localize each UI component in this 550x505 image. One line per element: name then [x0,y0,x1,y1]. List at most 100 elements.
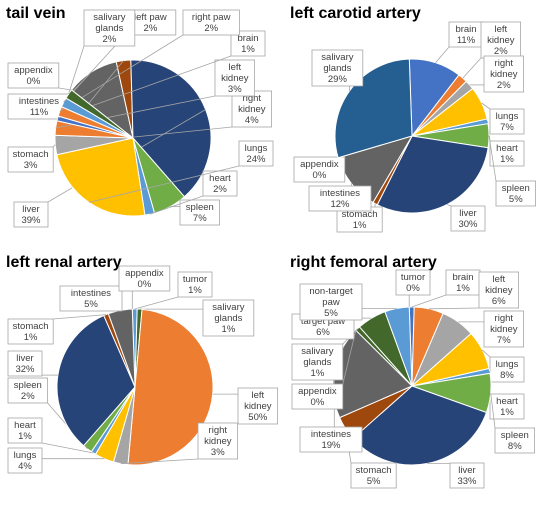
data-label-box [494,427,535,454]
data-label-box [495,180,536,207]
data-label-box [214,59,255,97]
slice-name: right [243,93,262,104]
slice-name: glands [214,313,242,324]
slice-percent: 32% [15,364,35,375]
slice-percent: 0% [406,283,420,294]
slice-percent: 3% [211,447,225,458]
slice-percent: 1% [500,154,514,165]
data-label-box [182,9,240,36]
slice-percent: 30% [458,219,478,230]
slice-name: heart [209,173,231,184]
slice-name: appendix [14,65,53,76]
data-label-box [83,9,136,47]
leader-line [134,296,179,310]
leader-line [58,87,72,91]
data-label-box [445,269,481,296]
slice-percent: 5% [84,299,98,310]
slice-name: stomach [13,149,49,160]
slice-name: left [251,390,264,401]
data-label-box [299,283,363,321]
slice-percent: 12% [330,199,350,210]
slice-percent: 0% [313,170,327,181]
data-label-box [7,350,43,377]
data-label-box [7,62,60,89]
slice-name: salivary [93,12,125,23]
slice-name: spleen [501,430,529,441]
slice-percent: 2% [213,184,227,195]
slice-name: right [495,313,514,324]
slice-percent: 29% [328,74,348,85]
slice-percent: 6% [316,327,330,338]
slice-name: appendix [298,386,337,397]
slice-name: target paw [301,316,345,327]
slice-percent: 3% [24,160,38,171]
slice-percent: 0% [311,397,325,408]
data-label-box [489,140,525,167]
slice-percent: 2% [144,23,158,34]
data-label-box [7,377,48,404]
leader-line [53,314,107,320]
slice-percent: 2% [494,46,508,57]
slice-percent: 5% [509,194,523,205]
slice-name: lungs [14,450,37,461]
slice-name: spleen [186,202,214,213]
leader-line [488,135,497,182]
data-label-box [450,205,486,232]
slice-percent: 1% [353,220,367,231]
data-label-box [483,55,524,93]
data-label-box [7,447,43,474]
slice-percent: 7% [497,335,511,346]
data-label-box [308,185,372,212]
slice-name: glands [95,23,123,34]
slice-name: liver [16,353,33,364]
slice-percent: 1% [456,283,470,294]
pie-panel-1: tail veinintestines11%stomach3%liver39%s… [6,5,274,228]
slice-name: right [209,425,228,436]
slice-name: left paw [134,12,167,23]
slice-name: paw [322,297,340,308]
data-label-box [311,49,364,87]
data-label-box [350,462,397,489]
slice-name: non-target [309,286,353,297]
slice-percent: 0% [138,279,152,290]
slice-name: kidney [485,285,513,296]
slice-name: kidney [221,73,249,84]
data-label-box [293,156,346,183]
slice-name: intestines [19,96,59,107]
slice-percent: 0% [27,76,41,87]
leader-line [68,45,85,95]
pie-slice-salivary-glands [65,89,134,139]
slice-name: left [228,62,241,73]
slice-percent: 5% [324,308,338,319]
data-label-box [7,146,54,173]
slice-name: appendix [125,268,164,279]
data-label-box [237,387,278,425]
slice-percent: 1% [188,285,202,296]
data-label-box [231,90,272,128]
data-label-box [291,383,344,410]
data-label-box [489,393,525,420]
chart-title: right femoral artery [290,254,437,271]
slice-name: kidney [490,69,518,80]
slice-name: liver [458,465,475,476]
